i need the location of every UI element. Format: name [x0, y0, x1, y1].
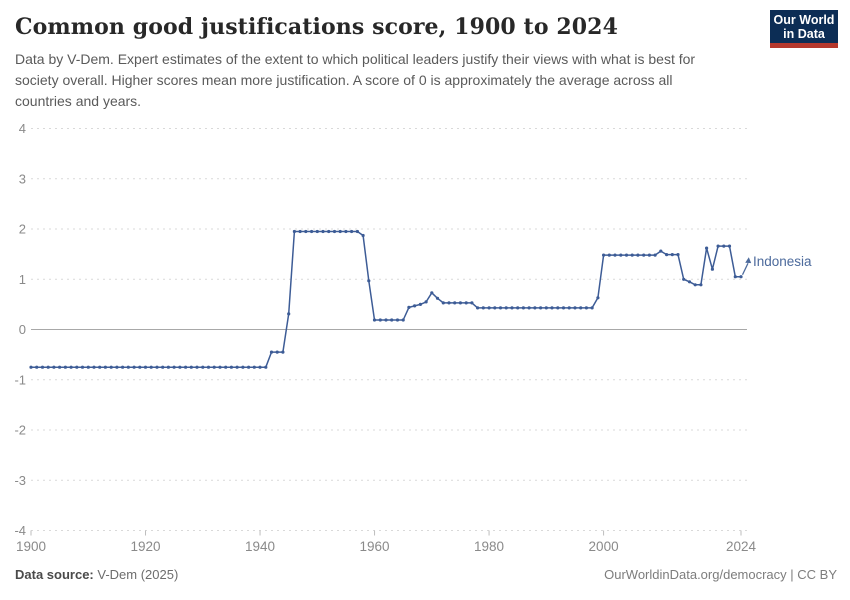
series-label-indonesia[interactable]: Indonesia	[753, 254, 812, 269]
indonesia-line-markers	[29, 229, 743, 369]
svg-text:1900: 1900	[16, 539, 46, 554]
series-label-arrowhead	[745, 257, 752, 264]
svg-text:1: 1	[19, 272, 26, 287]
chart-subtitle: Data by V-Dem. Expert estimates of the e…	[15, 49, 775, 112]
subtitle-line-1: Data by V-Dem. Expert estimates of the e…	[15, 51, 696, 67]
owid-logo-line-2: in Data	[783, 26, 825, 41]
owid-logo-line-1: Our World	[773, 12, 835, 27]
credit-line[interactable]: OurWorldinData.org/democracy | CC BY	[604, 567, 837, 582]
svg-text:0: 0	[19, 322, 26, 337]
svg-text:3: 3	[19, 171, 26, 186]
series-label-connector-arrow	[741, 262, 749, 276]
svg-text:1920: 1920	[130, 539, 160, 554]
svg-text:2: 2	[19, 222, 26, 237]
data-source-value: V-Dem (2025)	[93, 567, 179, 582]
svg-text:-1: -1	[14, 372, 26, 387]
svg-text:2000: 2000	[589, 539, 619, 554]
chart-footer: Data source: V-Dem (2025) OurWorldinData…	[15, 567, 837, 582]
x-axis-ticks	[30, 530, 742, 536]
svg-text:1980: 1980	[474, 539, 504, 554]
svg-text:-4: -4	[14, 523, 26, 538]
svg-text:-3: -3	[14, 473, 26, 488]
svg-text:4: 4	[19, 121, 26, 136]
svg-text:2024: 2024	[726, 539, 757, 554]
indonesia-line[interactable]	[30, 230, 742, 368]
svg-text:1960: 1960	[360, 539, 390, 554]
x-axis-labels: 1900 1920 1940 1960 1980 2000 2024	[16, 539, 757, 554]
chart-header: Common good justifications score, 1900 t…	[15, 10, 838, 112]
svg-text:1940: 1940	[245, 539, 275, 554]
owid-logo: Our World in Data	[770, 10, 838, 48]
data-source: Data source: V-Dem (2025)	[15, 567, 178, 582]
data-source-label: Data source:	[15, 567, 94, 582]
y-gridlines	[31, 128, 747, 531]
y-axis-labels: -4 -3 -2 -1 0 1 2 3 4	[14, 121, 26, 538]
subtitle-line-3: countries and years.	[15, 93, 142, 109]
subtitle-line-2: society overall. Higher scores mean more…	[15, 72, 673, 88]
svg-text:-2: -2	[14, 423, 26, 438]
page-title: Common good justifications score, 1900 t…	[15, 14, 618, 40]
